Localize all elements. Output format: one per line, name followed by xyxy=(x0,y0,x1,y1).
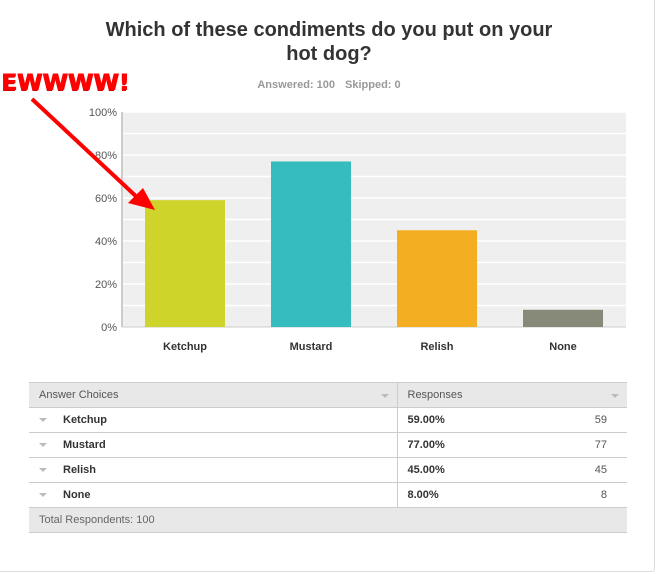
y-tick-label: 0% xyxy=(101,322,117,334)
answered-count: Answered: 100 xyxy=(257,79,336,91)
percent-cell: 59.00% xyxy=(397,407,530,433)
bar-relish xyxy=(397,230,477,327)
choice-cell: None xyxy=(29,482,398,508)
bar-mustard xyxy=(271,161,351,327)
expand-caret-icon[interactable] xyxy=(39,493,47,498)
choice-cell: Relish xyxy=(29,457,398,483)
y-tick-label: 100% xyxy=(89,107,117,119)
annotation-arrow-head-icon xyxy=(128,188,155,210)
y-tick-label: 80% xyxy=(95,150,117,162)
table-row: Mustard 77.00% 77 xyxy=(29,432,627,458)
percent-cell: 8.00% xyxy=(397,482,530,508)
table-row: Ketchup 59.00% 59 xyxy=(29,407,627,433)
annotation-arrow-shaft xyxy=(30,97,142,202)
annotation-text: EWWWW! xyxy=(0,71,130,96)
bar-ketchup xyxy=(145,200,225,327)
percent-cell: 45.00% xyxy=(397,457,530,483)
header-responses[interactable]: Responses xyxy=(397,382,627,408)
question-title: Which of these condiments do you put on … xyxy=(105,19,553,65)
expand-caret-icon[interactable] xyxy=(39,443,47,448)
y-tick-label: 40% xyxy=(95,236,117,248)
total-row: Total Respondents: 100 xyxy=(29,507,627,533)
x-tick-label: Relish xyxy=(420,341,453,353)
sort-caret-icon[interactable] xyxy=(380,394,389,398)
x-tick-label: Ketchup xyxy=(163,341,207,353)
header-answer-choices[interactable]: Answer Choices xyxy=(29,382,398,408)
results-table: Answer Choices Responses Ketchup 59.00% … xyxy=(29,382,627,533)
y-tick-label: 20% xyxy=(95,279,117,291)
y-tick-label: 60% xyxy=(95,193,117,205)
response-stats: Answered: 100 Skipped: 0 xyxy=(0,79,658,91)
count-cell[interactable]: 45 xyxy=(529,457,627,483)
skipped-count: Skipped: 0 xyxy=(345,79,401,91)
bar-none xyxy=(523,309,603,327)
count-cell[interactable]: 77 xyxy=(529,432,627,458)
count-cell[interactable]: 59 xyxy=(529,407,627,433)
x-tick-label: Mustard xyxy=(290,341,333,353)
percent-cell: 77.00% xyxy=(397,432,530,458)
x-tick-label: None xyxy=(549,341,577,353)
table-row: Relish 45.00% 45 xyxy=(29,457,627,483)
expand-caret-icon[interactable] xyxy=(39,418,47,423)
total-respondents: Total Respondents: 100 xyxy=(29,507,627,533)
count-cell[interactable]: 8 xyxy=(529,482,627,508)
sort-caret-icon[interactable] xyxy=(611,394,619,398)
expand-caret-icon[interactable] xyxy=(39,468,47,473)
choice-cell: Mustard xyxy=(29,432,398,458)
table-row: None 8.00% 8 xyxy=(29,482,627,508)
choice-cell: Ketchup xyxy=(29,407,398,433)
